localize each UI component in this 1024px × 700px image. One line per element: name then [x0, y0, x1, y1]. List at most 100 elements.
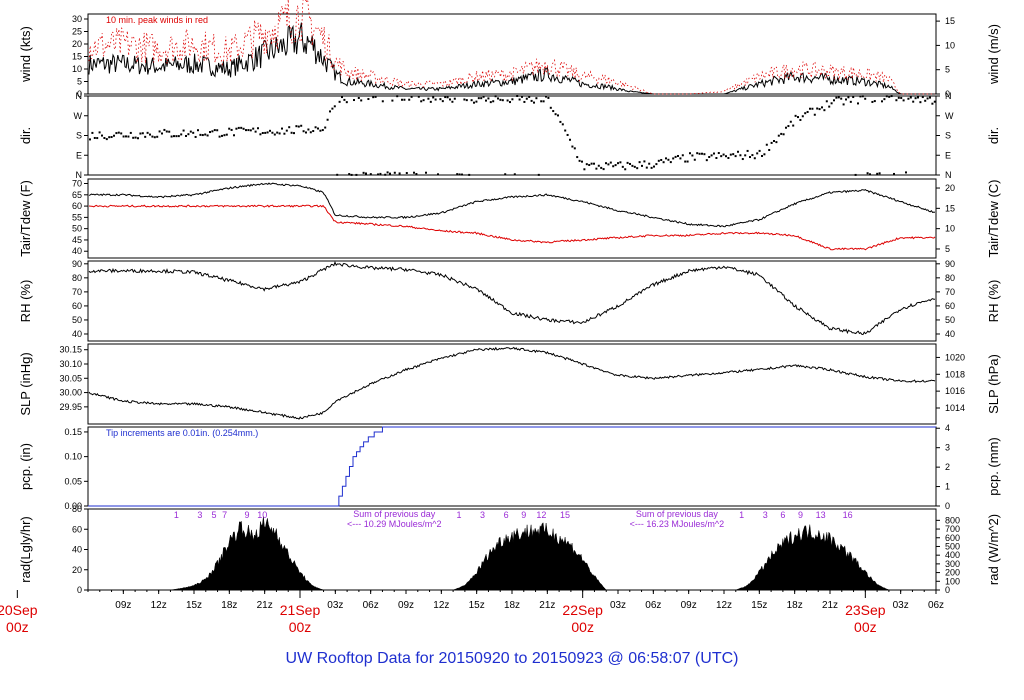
dir-point: [542, 100, 545, 103]
temp-ylabel-left: Tair/Tdew (F): [18, 180, 33, 257]
dir-point: [859, 95, 862, 98]
panel-rh: RH (%) RH (%) 40 50 60 70 80 90 40 50 60 70 80 90: [18, 259, 1001, 342]
wind-ytick-label-left: 30: [72, 14, 82, 24]
slp-ytick-label-right: 1020: [945, 352, 965, 362]
dir-point: [504, 173, 507, 176]
dir-point: [473, 101, 475, 104]
dir-point: [141, 132, 144, 135]
rad-hour-mark: 10: [257, 510, 267, 520]
x-day-date: 20Sep: [0, 602, 38, 618]
dir-point: [528, 95, 531, 98]
dir-point: [607, 163, 610, 166]
dir-point: [101, 134, 103, 137]
dir-point: [96, 137, 99, 140]
dir-point: [573, 147, 576, 150]
dir-point: [461, 173, 463, 176]
dir-point: [489, 101, 492, 104]
rad-hour-mark: 16: [843, 510, 853, 520]
dir-point: [209, 131, 211, 134]
dir-point: [744, 154, 747, 157]
dir-point: [614, 164, 617, 167]
dir-point: [413, 171, 415, 174]
rad-annotation: <--- 16.23 MJoules/m^2: [630, 519, 725, 529]
dir-point: [600, 166, 603, 169]
dir-ylabel-left: dir.: [18, 127, 33, 144]
dir-point: [278, 132, 281, 135]
x-tick-label: 18z: [221, 600, 237, 611]
temp-ytick-label-left: 40: [72, 246, 82, 256]
dir-point: [890, 95, 893, 98]
dir-point: [881, 100, 883, 103]
dir-point: [609, 161, 612, 164]
dir-point: [741, 158, 744, 161]
dir-ytick-label-right: N: [945, 170, 952, 180]
rad-hour-mark: 3: [480, 510, 485, 520]
dir-point: [235, 127, 238, 130]
dir-point: [672, 157, 675, 160]
rh-ytick-label-left: 90: [72, 259, 82, 269]
dir-point: [854, 173, 857, 176]
dir-point: [761, 154, 763, 157]
dir-point: [389, 172, 391, 175]
temp-ytick-label-right: 15: [945, 203, 955, 213]
dir-point: [842, 103, 845, 106]
dir-point: [585, 163, 588, 166]
dir-point: [722, 153, 725, 156]
dir-point: [715, 157, 718, 160]
temp-ytick-label-left: 65: [72, 190, 82, 200]
dir-point: [367, 98, 370, 101]
dir-point: [237, 126, 240, 129]
dir-point: [194, 135, 197, 138]
rh-ytick-label-left: 40: [72, 329, 82, 339]
rad-ytick-label-right: 800: [945, 515, 960, 525]
dir-point: [113, 134, 115, 137]
dir-point: [132, 136, 135, 139]
wind-frame: [87, 13, 937, 95]
dir-point: [499, 98, 502, 101]
rad-annotation: Sum of previous day: [353, 509, 436, 519]
rad-hour-mark: 5: [212, 510, 217, 520]
dir-point: [317, 127, 319, 130]
dir-point: [708, 156, 711, 159]
dir-ytick-label-right: N: [945, 91, 952, 101]
dir-point: [809, 107, 811, 110]
wind-ytick-label-left: 25: [72, 27, 82, 37]
dir-point: [333, 105, 336, 108]
dir-point: [547, 96, 550, 99]
dir-point: [521, 95, 523, 98]
dir-ylabel-right: dir.: [986, 127, 1001, 144]
dir-point: [444, 96, 447, 99]
rh-ytick-label-right: 80: [945, 273, 955, 283]
dir-point: [914, 97, 917, 100]
x-tick-label: 18z: [504, 600, 520, 611]
dir-point: [653, 165, 655, 168]
dir-point: [821, 106, 823, 109]
dir-point: [849, 100, 852, 103]
dir-point: [441, 100, 444, 103]
dir-point: [290, 131, 293, 134]
rh-ytick-label-right: 40: [945, 329, 955, 339]
x-tick-label: 09z: [115, 600, 131, 611]
dir-point: [768, 148, 771, 151]
dir-point: [369, 173, 372, 176]
dir-point: [91, 131, 94, 134]
dir-point: [175, 135, 178, 138]
dir-point: [919, 101, 922, 104]
dir-point: [456, 173, 459, 176]
dir-point: [758, 149, 761, 152]
x-tick-label: 12z: [433, 600, 449, 611]
dir-point: [583, 168, 586, 171]
rad-ytick-label-left: 0: [77, 585, 82, 595]
rad-hour-mark: 15: [560, 510, 570, 520]
dir-point: [295, 125, 298, 128]
dir-point: [187, 133, 190, 136]
dir-point: [103, 137, 106, 140]
dir-point: [511, 98, 514, 101]
x-day-date: 22Sep: [562, 602, 603, 618]
dir-point: [852, 96, 855, 99]
rh-ytick-label-left: 50: [72, 315, 82, 325]
x-tick-label: 18z: [787, 600, 803, 611]
dir-point: [801, 115, 804, 118]
dir-point: [252, 127, 255, 130]
